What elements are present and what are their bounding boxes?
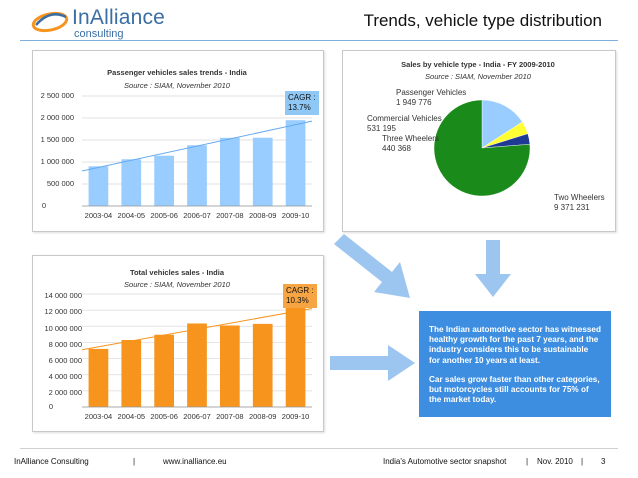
total-chart-title: Total vehicles sales - India [129, 268, 225, 277]
bar [220, 325, 240, 407]
logo-swoosh-icon [31, 11, 69, 33]
bar [154, 155, 174, 206]
bar [252, 323, 273, 407]
y-tick: 8 000 000 [48, 340, 82, 349]
x-tick-label: 2009-10 [282, 412, 310, 421]
bar [88, 166, 109, 206]
y-tick: 0 [48, 402, 53, 411]
footer-deck-title: India's Automotive sector snapshot [383, 457, 507, 466]
x-tick-label: 2005-06 [150, 412, 178, 421]
bar [285, 307, 306, 407]
pie-label-commercial: Commercial Vehicles 531 195 [367, 114, 442, 133]
bar [252, 137, 273, 206]
pie-slice [481, 99, 523, 149]
arrow-diagonal-icon [334, 234, 410, 298]
bar [187, 323, 207, 407]
header-rule [20, 40, 618, 41]
y-tick: 14 000 000 [44, 291, 82, 300]
slide-title: Trends, vehicle type distribution [363, 11, 602, 30]
passenger-chart-title: Passenger vehicles sales trends - India [107, 68, 247, 77]
y-tick: 4 000 000 [48, 372, 82, 381]
insight-paragraph-2: Car sales grow faster than other categor… [429, 374, 600, 405]
x-tick-label: 2003-04 [85, 211, 113, 220]
y-tick: 2 000 000 [40, 113, 74, 122]
x-tick-label: 2005-06 [150, 211, 178, 220]
cagr-label: CAGR : [288, 93, 316, 102]
x-tick-label: 2004-05 [118, 211, 146, 220]
pie-chart-source: Source : SIAM, November 2010 [425, 72, 531, 81]
y-tick: 2 000 000 [48, 388, 82, 397]
trendline [81, 120, 313, 172]
logo-subtitle: consulting [74, 28, 124, 40]
x-tick-label: 2006-07 [183, 211, 211, 220]
cagr-value: 13.7% [288, 103, 311, 112]
insight-paragraph-1: The Indian automotive sector has witness… [429, 325, 601, 365]
y-tick: 12 000 000 [44, 307, 82, 316]
x-tick-label: 2004-05 [118, 412, 146, 421]
bar [154, 334, 174, 407]
footer-url-link[interactable]: www.inalliance.eu [163, 457, 227, 466]
bar [285, 120, 306, 206]
y-tick: 1 500 000 [40, 135, 74, 144]
bar [220, 137, 240, 206]
logo-name: InAlliance [72, 6, 166, 29]
x-tick-label: 2007-08 [216, 412, 244, 421]
y-tick: 1 000 000 [40, 157, 74, 166]
cagr-value: 10.3% [286, 296, 309, 305]
bar [88, 348, 109, 407]
x-tick-label: 2008-09 [249, 412, 277, 421]
pie-chart-title: Sales by vehicle type - India - FY 2009-… [401, 60, 555, 69]
footer-rule [20, 448, 618, 449]
bar [121, 340, 142, 407]
pie-label-passenger: Passenger Vehicles 1 949 776 [396, 88, 467, 107]
bar [121, 159, 142, 206]
footer-date: Nov. 2010 [537, 457, 573, 466]
cagr-label: CAGR : [286, 286, 314, 295]
total-cagr-badge: CAGR : 10.3% [283, 284, 317, 308]
x-tick-label: 2008-09 [249, 211, 277, 220]
x-tick-label: 2006-07 [183, 412, 211, 421]
footer-page-number: 3 [601, 457, 606, 466]
total-chart-source: Source : SIAM, November 2010 [124, 280, 230, 289]
passenger-chart-source: Source : SIAM, November 2010 [124, 81, 230, 90]
arrow-right-icon [330, 345, 415, 381]
footer-separator: | [581, 457, 584, 466]
pie-label-two-wheelers: Two Wheelers 9 371 231 [554, 193, 605, 212]
trendline [81, 308, 313, 351]
passenger-chart-panel [32, 50, 324, 232]
passenger-cagr-badge: CAGR : 13.7% [285, 91, 319, 115]
y-tick: 6 000 000 [48, 356, 82, 365]
x-tick-label: 2007-08 [216, 211, 244, 220]
bar [187, 145, 207, 206]
vehicle-type-pie-chart [433, 99, 531, 197]
footer-separator: | [526, 457, 529, 466]
y-tick: 0 [41, 201, 46, 210]
x-tick-label: 2009-10 [282, 211, 310, 220]
total-bar-chart: 2003-04 2004-05 2005-06 2006-07 2007-08 2008-… [81, 293, 313, 421]
pie-slice [433, 99, 531, 197]
arrow-down-icon [475, 240, 511, 297]
total-chart-panel [32, 255, 324, 432]
pie-label-three-wheelers: Three Wheelers 440 368 [382, 134, 439, 153]
y-tick: 2 500 000 [40, 91, 74, 100]
y-tick: 10 000 000 [44, 324, 82, 333]
footer-separator: | [133, 457, 136, 466]
footer-company: InAlliance Consulting [14, 457, 89, 466]
y-tick: 500 000 [46, 179, 74, 188]
passenger-bar-chart: 2003-04 2004-05 2005-06 2006-07 2007-08 2008-… [81, 95, 313, 220]
key-insights-box: The Indian automotive sector has witness… [419, 311, 611, 417]
x-tick-label: 2003-04 [85, 412, 113, 421]
